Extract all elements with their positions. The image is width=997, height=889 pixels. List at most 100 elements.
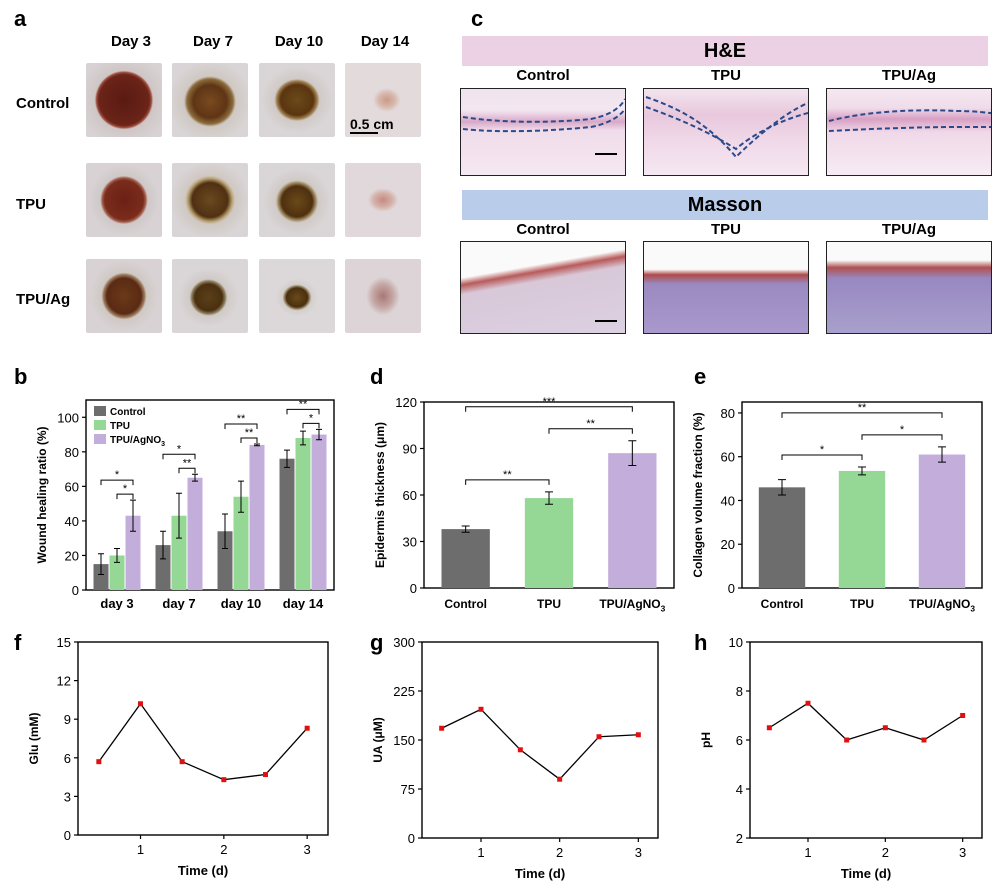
chart-b-xtick-label: day 3 [100,596,133,610]
chart-h-frame [749,641,983,839]
chart-d-errorbar [461,525,470,533]
chart-d-ytick-label: 120 [395,395,417,410]
masson-banner: Masson [462,190,988,220]
chart-b-sig-bracket [286,408,320,415]
wound-photo-tpu-day3 [86,163,162,237]
chart-b-sig-bracket [302,422,320,429]
chart-g-ytick-label: 0 [408,831,415,846]
chart-b-bar [249,444,265,590]
masson-tpu-label: TPU [711,221,741,238]
chart-b-bar [311,434,327,590]
chart-h-point [805,700,811,706]
chart-b-bar [279,458,295,590]
chart-f-xtick-label: 2 [220,842,227,857]
chart-d-sig-star: ** [586,418,595,430]
chart-d-errorbar [545,491,553,505]
chart-f-ytick-label: 9 [64,712,71,727]
chart-g-xlabel: Time (d) [515,866,565,881]
chart-g-ytick-label: 300 [393,635,415,650]
chart-b-xtick-label: day 10 [221,596,261,610]
chart-b-errorbar [192,473,198,482]
chart-b-bar [187,477,203,590]
chart-h-ylabel: pH [699,732,713,748]
chart-h-point [921,737,927,743]
chart-b-ytick-label: 20 [65,548,79,563]
chart-e-sig-star: * [900,424,905,436]
chart-f-point [221,777,227,783]
chart-e-sig-star: * [820,444,825,456]
chart-h-xtick-label: 3 [959,845,966,860]
chart-b-ylabel: Wound healing ratio (%) [35,426,49,563]
chart-b-errorbar [98,553,104,575]
chart-h-ph: 2 4 6 8 10 pH 1 2 3 Time (d) [699,635,983,881]
chart-d-xtick-label: TPU/AgNO3 [599,597,665,614]
chart-b-ytick-label: 60 [65,479,79,494]
chart-h-xtick-label: 2 [882,845,889,860]
chart-e-ylabel: Collagen volume fraction (%) [691,412,705,577]
wound-photo-ag-day14 [345,259,421,333]
chart-d-sig-bracket [548,428,633,434]
chart-b-bar [295,438,311,590]
he-tpuag-label: TPU/Ag [881,67,937,84]
row-control-label: Control [16,95,70,112]
chart-b-sig-star: ** [245,427,254,439]
chart-d-bar [524,498,574,588]
chart-d-ytick-label: 30 [403,535,417,550]
chart-f-series-line [98,702,308,781]
chart-h-series-line [768,702,964,741]
masson-image-tpuag [826,241,992,334]
chart-e-errorbar [778,479,786,496]
chart-h-ytick-label: 10 [729,635,743,650]
chart-e-collagen: 0 20 40 60 80 Collagen volume fraction (%) Con… [691,401,983,614]
chart-b-bar [217,531,233,590]
chart-g-point [557,776,563,782]
chart-g-ylabel: UA (μM) [371,717,385,763]
wound-photo-control-day7 [172,63,248,137]
chart-d-bar [441,529,490,588]
day-10-header: Day 10 [274,33,324,50]
chart-b-sig-star: * [123,483,128,495]
chart-b-sig-star: ** [183,457,192,469]
scale-bar-label: 0.5 cm [350,116,394,132]
chart-f-xtick-label: 1 [137,842,144,857]
masson-image-control [460,241,626,334]
chart-b-legend-label: Control [110,407,146,418]
chart-d-sig-star: *** [543,396,557,408]
chart-e-xtick-label: TPU/AgNO3 [909,597,975,614]
chart-f-point [179,759,185,765]
chart-b-frame [85,399,335,591]
chart-f-ylabel: Glu (mM) [27,713,41,765]
chart-d-ytick-label: 90 [403,442,417,457]
chart-b-errorbar [160,530,166,560]
day-3-header: Day 3 [110,33,152,50]
chart-d-errorbar [628,440,637,467]
he-image-control [460,88,626,176]
chart-g-ytick-label: 75 [401,782,415,797]
chart-b-sig-bracket [100,479,134,486]
chart-b-wound-healing: 0 20 40 60 80 100 Wound healing ratio (%) day 3… [35,398,335,610]
chart-b-xtick-label: day 14 [283,596,324,610]
chart-f-point [138,701,143,707]
chart-b-legend-label: TPU/AgNO3 [110,435,165,448]
chart-b-bar [125,515,141,590]
wound-photo-control-day3 [86,63,162,137]
chart-f-ytick-label: 15 [57,635,71,650]
chart-h-point [844,737,850,743]
masson-image-tpu [643,241,809,334]
panel-label-c: c [471,6,484,31]
chart-g-point [439,725,445,731]
chart-b-legend-label: TPU [110,421,130,432]
chart-b-sig-bracket [224,423,258,430]
chart-g-ytick-label: 225 [393,684,415,699]
wound-photo-tpu-day7 [172,163,248,237]
chart-h-point [960,713,966,718]
chart-g-ytick-label: 150 [393,733,415,748]
wound-photo-ag-day7 [172,259,248,333]
chart-f-ytick-label: 6 [64,751,71,766]
chart-f-ytick-label: 3 [64,789,71,804]
chart-b-sig-bracket [116,493,134,500]
chart-h-ytick-label: 4 [736,782,743,797]
chart-b-xtick-label: day 7 [162,596,195,610]
chart-f-xlabel: Time (d) [178,863,228,878]
